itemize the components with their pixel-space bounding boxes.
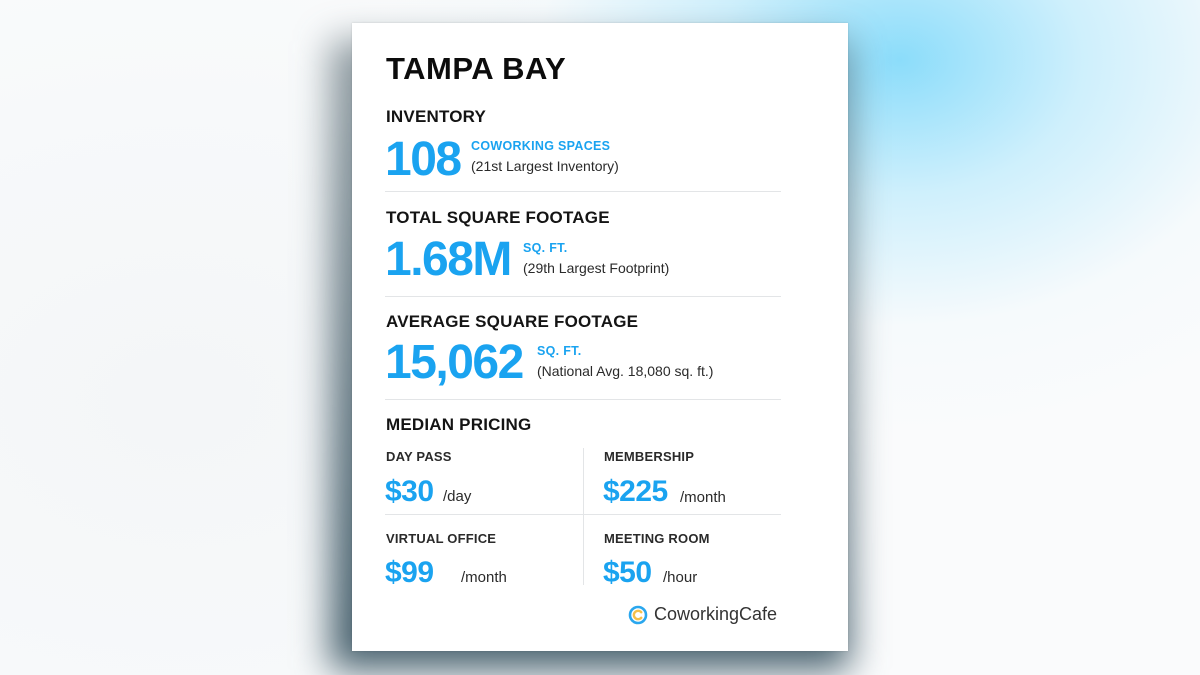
- pricing-horizontal-divider: [385, 514, 781, 515]
- market-title: TAMPA BAY: [386, 51, 567, 86]
- total-sqft-unit: SQ. FT.: [523, 241, 568, 255]
- day-pass-price: $30: [385, 475, 434, 508]
- membership-label: MEMBERSHIP: [604, 449, 695, 464]
- pricing-label: MEDIAN PRICING: [386, 415, 532, 434]
- virtual-office-price: $99: [385, 556, 434, 589]
- avg-sqft-unit: SQ. FT.: [537, 344, 582, 358]
- membership-price: $225: [603, 475, 668, 508]
- day-pass-per: /day: [443, 488, 472, 505]
- meeting-room-price: $50: [603, 556, 652, 589]
- avg-sqft-value: 15,062: [385, 336, 524, 389]
- brand-name: CoworkingCafe: [654, 604, 778, 624]
- inventory-note: (21st Largest Inventory): [471, 158, 619, 174]
- day-pass-label: DAY PASS: [386, 449, 452, 464]
- divider: [385, 296, 781, 297]
- avg-sqft-label: AVERAGE SQUARE FOOTAGE: [386, 312, 639, 331]
- meeting-room-per: /hour: [663, 569, 698, 586]
- coworkingcafe-logo-icon: [628, 605, 648, 625]
- total-sqft-note: (29th Largest Footprint): [523, 260, 670, 276]
- virtual-office-per: /month: [461, 569, 507, 586]
- market-stats-card: TAMPA BAY INVENTORY 108 COWORKING SPACES…: [352, 23, 848, 651]
- meeting-room-label: MEETING ROOM: [604, 531, 710, 546]
- virtual-office-label: VIRTUAL OFFICE: [386, 531, 497, 546]
- inventory-value: 108: [385, 133, 462, 186]
- membership-per: /month: [680, 489, 726, 506]
- avg-sqft-note: (National Avg. 18,080 sq. ft.): [537, 363, 714, 379]
- divider: [385, 191, 781, 192]
- total-sqft-label: TOTAL SQUARE FOOTAGE: [386, 208, 610, 227]
- pricing-vertical-divider: [583, 448, 584, 585]
- brand-footer: CoworkingCafe: [628, 604, 777, 625]
- inventory-label: INVENTORY: [386, 107, 487, 126]
- total-sqft-value: 1.68M: [385, 233, 512, 286]
- inventory-unit: COWORKING SPACES: [471, 139, 611, 153]
- divider: [385, 399, 781, 400]
